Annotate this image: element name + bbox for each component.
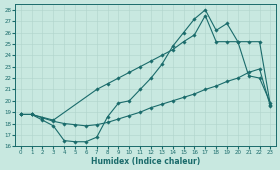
X-axis label: Humidex (Indice chaleur): Humidex (Indice chaleur)	[91, 157, 200, 166]
